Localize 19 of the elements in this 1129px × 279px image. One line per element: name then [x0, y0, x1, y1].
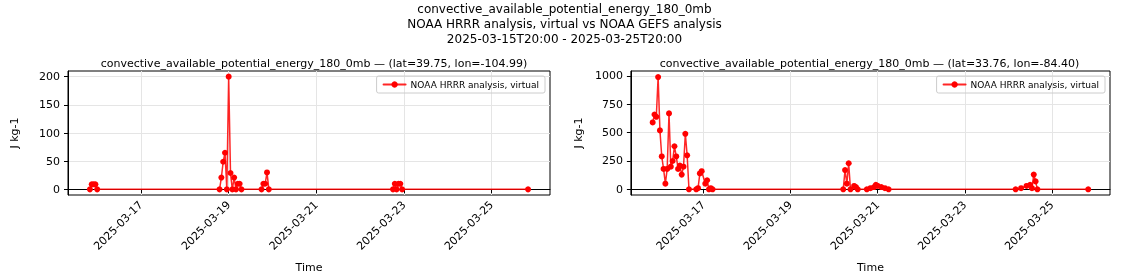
- y-axis-title: J kg-1: [8, 117, 21, 150]
- y-tick-label: 500: [601, 126, 623, 140]
- y-tick-label: 200: [39, 70, 60, 84]
- y-tick-label: 750: [601, 97, 623, 111]
- x-axis-title: Time: [855, 261, 885, 274]
- x-axis-title: Time: [294, 261, 323, 274]
- y-axis-title: J kg-1: [572, 117, 585, 150]
- y-tick-label: 100: [39, 126, 60, 140]
- y-tick-label: 0: [53, 182, 60, 196]
- y-tick-label: 50: [46, 154, 60, 168]
- chart-title: convective_available_potential_energy_180_0mb NOAA HRRR analysis, virtual vs NOAA GEFS analysis 2025-03-15T20:00 - 2025-03-25T20:00: [406, 2, 723, 47]
- chart-subtitle: convective_available_potential_energy_180_0mb — (lat=39.75, lon=-104.99): [100, 57, 528, 70]
- legend-label: NOAA HRRR analysis, virtual: [970, 79, 1100, 90]
- chart-title: convective_available_potential_energy_180_0mb — (lat=33.76, lon=-84.40): [659, 57, 1080, 70]
- y-tick-label: 250: [601, 154, 623, 168]
- y-tick-label: 0: [615, 182, 623, 196]
- y-tick-label: 150: [39, 98, 60, 112]
- legend-label: NOAA HRRR analysis, virtual: [410, 79, 540, 90]
- y-tick-label: 1000: [594, 69, 623, 83]
